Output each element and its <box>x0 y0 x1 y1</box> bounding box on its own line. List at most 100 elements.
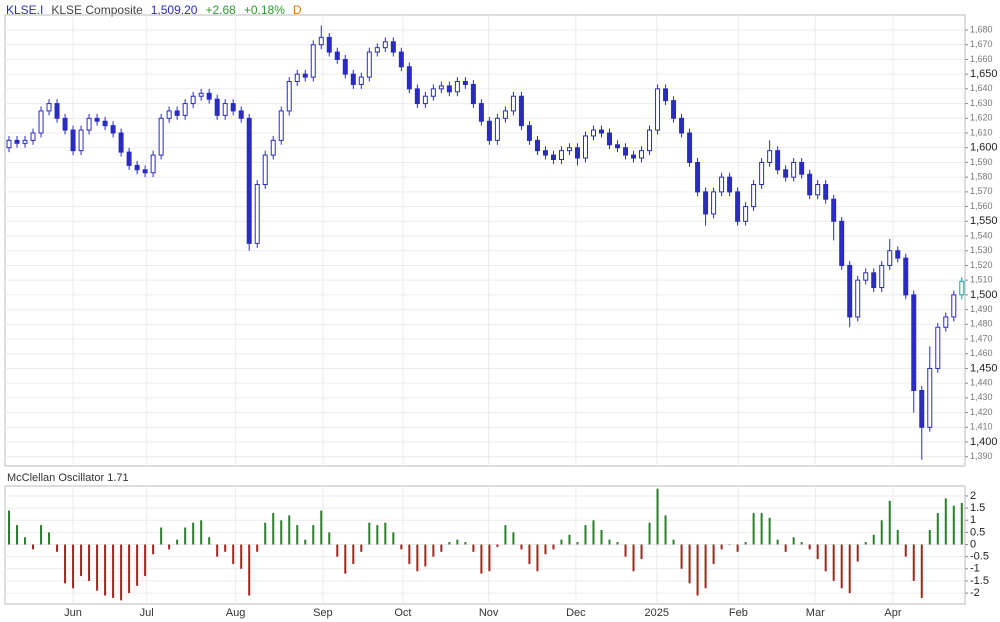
oscillator-bar <box>616 542 619 545</box>
oscillator-bar <box>416 544 419 572</box>
candle-body <box>510 95 516 112</box>
oscillator-bar <box>128 544 131 594</box>
y-tick-label: 1,670 <box>970 39 993 49</box>
oscillator-bar <box>960 502 963 545</box>
candle-body <box>598 129 604 134</box>
candle-body <box>166 110 172 119</box>
y-tick-label: 1,460 <box>970 348 993 358</box>
oscillator-bar <box>272 512 275 545</box>
candle-body <box>198 92 204 97</box>
oscillator-bar <box>680 544 683 569</box>
oscillator-bar <box>232 544 235 564</box>
candle-body <box>294 73 300 83</box>
candle-body <box>831 198 837 222</box>
y-tick-label: 1,410 <box>970 422 993 432</box>
oscillator-bar <box>624 544 627 557</box>
oscillator-bar <box>8 510 11 545</box>
candle-body <box>911 294 917 392</box>
candle-body <box>534 139 540 152</box>
candle-body <box>494 117 500 141</box>
y-tick-label: 1,480 <box>970 319 993 329</box>
oscillator-bar <box>392 532 395 545</box>
oscillator-bar <box>584 525 587 545</box>
oscillator-bar <box>520 544 523 550</box>
oscillator-bar <box>368 522 371 545</box>
candle-body <box>342 58 348 75</box>
candle-body <box>398 51 404 68</box>
candle-body <box>110 125 116 134</box>
oscillator-bar <box>352 544 355 564</box>
oscillator-bar <box>216 544 219 557</box>
oscillator-bar <box>32 544 35 550</box>
candle-body <box>655 88 661 131</box>
candle-body <box>871 272 877 289</box>
candle-body <box>222 103 228 116</box>
candle-body <box>278 110 284 141</box>
oscillator-bar <box>88 544 91 581</box>
y-tick-label: -1.5 <box>970 575 989 587</box>
candle-body <box>703 191 709 215</box>
x-tick-label: 2025 <box>645 607 669 619</box>
candle-body <box>695 161 701 193</box>
oscillator-bar <box>488 544 491 572</box>
oscillator-bar <box>192 522 195 545</box>
oscillator-bar <box>304 539 307 545</box>
x-tick-label: Sep <box>313 607 333 619</box>
candle-body <box>743 206 749 222</box>
oscillator-bar <box>872 534 875 545</box>
candle-body <box>158 117 164 156</box>
oscillator-bar <box>840 544 843 589</box>
candle-body <box>310 44 316 78</box>
candle-body <box>879 264 885 289</box>
oscillator-bar <box>944 498 947 545</box>
y-tick-label: 0.5 <box>970 526 985 538</box>
candle-body <box>687 132 693 163</box>
y-tick-label: 1,610 <box>970 127 993 137</box>
y-tick-label: 1,570 <box>970 186 993 196</box>
candle-body <box>590 129 596 137</box>
candle-body <box>246 117 252 244</box>
y-tick-label: 1,660 <box>970 54 993 64</box>
header: KLSE.I KLSE Composite 1,509.20 +2.68 +0.… <box>6 3 302 17</box>
oscillator-bar <box>336 544 339 557</box>
oscillator-bar <box>248 544 251 596</box>
y-tick-label: 1,510 <box>970 275 993 285</box>
y-tick-label: 1,600 <box>970 142 998 154</box>
oscillator-bar <box>640 544 643 560</box>
candle-body <box>903 257 909 296</box>
candle-body <box>318 36 324 46</box>
oscillator-bar <box>856 544 859 562</box>
candle-body <box>847 264 853 318</box>
oscillator-bar <box>712 544 715 564</box>
y-tick-label: 1,650 <box>970 68 998 80</box>
y-tick-label: 1,620 <box>970 113 993 123</box>
candle-body <box>895 250 901 259</box>
candle-body <box>566 147 572 152</box>
y-tick-label: -1 <box>970 563 980 575</box>
change-pct: +0.18% <box>243 3 285 17</box>
oscillator-bar <box>104 544 107 596</box>
candle-body <box>302 73 308 78</box>
oscillator-bar <box>480 544 483 574</box>
candle-body <box>406 66 412 90</box>
oscillator-bar <box>312 525 315 545</box>
oscillator-bar <box>168 544 171 550</box>
y-tick-label: 1,680 <box>970 24 993 34</box>
candle-body <box>502 110 508 119</box>
candle-body <box>799 161 805 175</box>
oscillator-bar <box>544 544 547 555</box>
candle-body <box>791 161 797 178</box>
oscillator-bar <box>848 544 851 594</box>
y-tick-label: 1,400 <box>970 436 998 448</box>
oscillator-bar <box>296 525 299 545</box>
y-tick-label: 1,590 <box>970 157 993 167</box>
y-tick-label: 1,560 <box>970 201 993 211</box>
oscillator-bar <box>344 544 347 574</box>
candle-body <box>134 164 140 171</box>
x-tick-label: Dec <box>566 607 586 619</box>
index-name: KLSE Composite <box>51 3 143 17</box>
change: +2.68 <box>205 3 236 17</box>
candle-body <box>142 169 148 174</box>
oscillator-bar <box>72 544 75 589</box>
oscillator-bar <box>280 520 283 545</box>
